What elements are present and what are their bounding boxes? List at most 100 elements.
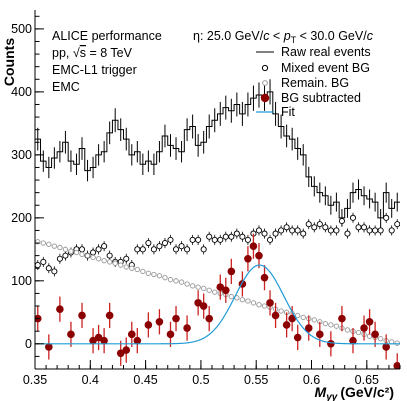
legend-label-remain: Remain. BG — [281, 76, 349, 90]
data-point — [244, 236, 251, 243]
data-point — [123, 255, 130, 262]
data-point — [84, 252, 91, 259]
data-point — [366, 227, 373, 234]
data-point — [145, 270, 152, 276]
y-tick-label: 100 — [11, 274, 32, 288]
data-point — [227, 267, 236, 276]
data-point — [178, 243, 185, 250]
data-point — [79, 251, 85, 258]
histogram-line — [35, 91, 400, 219]
data-point — [371, 330, 379, 339]
data-point — [327, 340, 335, 348]
data-point — [145, 239, 152, 247]
data-point — [377, 227, 384, 234]
data-point — [388, 227, 395, 234]
data-point — [155, 317, 164, 326]
y-tick-label: 0 — [25, 337, 32, 351]
range-sub: T — [291, 35, 297, 45]
data-point — [73, 249, 80, 256]
data-point — [338, 217, 345, 225]
data-point — [311, 224, 318, 231]
pt-range-annotation: η: 25.0 GeV/c < pT < 30.0 GeV/c — [193, 29, 374, 45]
y-tick-label: 200 — [11, 211, 32, 225]
data-point — [372, 227, 379, 234]
data-point — [35, 262, 41, 269]
data-point — [205, 314, 214, 323]
data-point — [78, 311, 86, 320]
data-point — [133, 336, 142, 345]
data-point — [266, 299, 274, 307]
data-point — [40, 258, 47, 265]
x-tick-label: 0.5 — [192, 373, 209, 387]
legend-swatch-remain — [262, 80, 268, 86]
data-point — [150, 246, 157, 253]
data-point — [94, 333, 103, 342]
x-tick-label: 0.45 — [133, 373, 157, 387]
data-point — [289, 227, 296, 234]
data-point — [338, 314, 346, 323]
data-point — [260, 273, 269, 282]
data-point — [156, 243, 163, 250]
data-point — [249, 242, 258, 250]
x-tick-label: 0.4 — [82, 373, 99, 387]
data-point — [282, 321, 291, 329]
data-point — [206, 233, 213, 240]
series-1 — [35, 212, 400, 277]
data-point — [56, 255, 63, 262]
x-axis-title-main: M — [315, 384, 327, 400]
data-point — [51, 243, 58, 249]
data-point — [272, 230, 279, 237]
data-point — [162, 275, 168, 281]
data-point — [250, 300, 257, 306]
data-point — [40, 240, 46, 246]
data-point — [200, 246, 207, 253]
series-layer — [35, 79, 400, 369]
data-point — [212, 289, 218, 295]
data-point — [328, 322, 334, 328]
data-point — [183, 324, 191, 332]
x-axis-title: Mγγ (GeV/c²) — [315, 384, 394, 401]
data-point — [172, 314, 180, 323]
range-c1: c — [263, 29, 270, 43]
data-point — [245, 298, 251, 304]
data-point — [199, 302, 208, 310]
data-point — [394, 340, 400, 346]
data-point — [116, 349, 125, 358]
data-point — [68, 248, 74, 254]
fit-curve — [35, 264, 400, 345]
data-point — [222, 233, 229, 240]
legend-label-raw: Raw real events — [281, 45, 371, 59]
data-point — [78, 246, 86, 253]
data-point — [278, 308, 284, 314]
data-point — [156, 273, 163, 279]
data-point — [161, 239, 169, 247]
range-mid: < — [269, 29, 283, 43]
range-p: p — [283, 29, 291, 43]
data-point — [333, 323, 340, 329]
data-point — [45, 343, 53, 351]
data-point — [365, 317, 374, 326]
data-point — [112, 260, 118, 266]
data-point — [67, 330, 75, 339]
data-point — [322, 321, 328, 327]
data-point — [295, 312, 301, 319]
data-point — [221, 286, 230, 295]
data-point — [62, 252, 69, 259]
data-point — [123, 264, 129, 270]
x-axis-title-sub: γγ — [326, 392, 339, 401]
data-point — [311, 317, 317, 323]
data-point — [173, 278, 179, 284]
annotation-line4: EMC — [52, 80, 80, 94]
data-point — [304, 324, 313, 332]
annotation-line2-prefix: pp, √ — [52, 46, 80, 60]
data-point — [305, 221, 312, 228]
data-point — [57, 244, 63, 251]
legend-label-fit: Fit — [281, 105, 295, 119]
data-point — [106, 252, 113, 259]
data-point — [261, 303, 268, 309]
data-point — [211, 236, 218, 243]
data-point — [151, 271, 157, 278]
data-point — [300, 314, 306, 321]
data-point — [101, 243, 108, 250]
data-point — [107, 259, 113, 265]
